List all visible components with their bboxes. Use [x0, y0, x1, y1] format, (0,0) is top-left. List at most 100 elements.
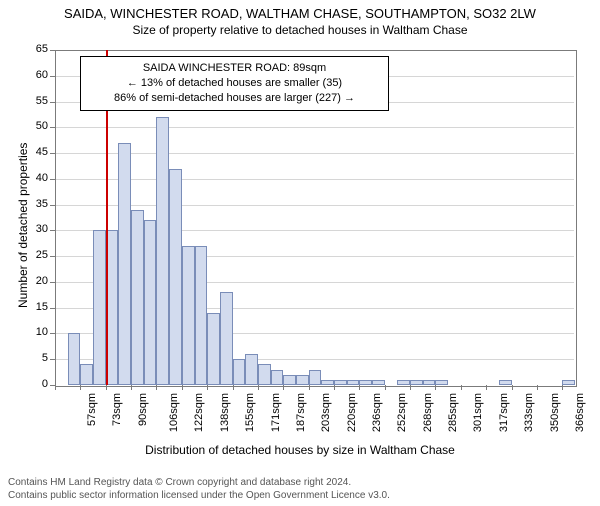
histogram-bar [334, 380, 347, 385]
histogram-bar [372, 380, 385, 385]
y-tick-label: 5 [20, 352, 48, 364]
x-tick-mark [182, 385, 183, 390]
y-tick-mark [50, 179, 55, 180]
x-tick-mark [207, 385, 208, 390]
y-tick-mark [50, 230, 55, 231]
x-tick-label: 220sqm [346, 393, 358, 432]
footer: Contains HM Land Registry data © Crown c… [8, 477, 592, 502]
histogram-bar [435, 380, 448, 385]
annotation-line: ← 13% of detached houses are smaller (35… [87, 76, 382, 91]
y-tick-label: 10 [20, 326, 48, 338]
x-tick-mark [512, 385, 513, 390]
y-tick-mark [50, 282, 55, 283]
y-tick-mark [50, 127, 55, 128]
annotation-line: SAIDA WINCHESTER ROAD: 89sqm [87, 61, 382, 76]
y-tick-label: 0 [20, 378, 48, 390]
x-tick-label: 57sqm [86, 393, 98, 426]
x-tick-mark [359, 385, 360, 390]
x-tick-mark [309, 385, 310, 390]
x-tick-mark [461, 385, 462, 390]
x-tick-label: 187sqm [295, 393, 307, 432]
histogram-bar [499, 380, 512, 385]
histogram-bar [195, 246, 208, 385]
title-line-2: Size of property relative to detached ho… [0, 23, 600, 37]
histogram-bar [220, 292, 233, 385]
histogram-bar [93, 230, 106, 385]
x-tick-mark [385, 385, 386, 390]
x-tick-label: 106sqm [168, 393, 180, 432]
histogram-bar [283, 375, 296, 385]
y-tick-mark [50, 76, 55, 77]
y-tick-mark [50, 256, 55, 257]
x-tick-label: 138sqm [219, 393, 231, 432]
x-tick-mark [156, 385, 157, 390]
histogram-bar [423, 380, 436, 385]
histogram-bar [245, 354, 258, 385]
x-tick-label: 203sqm [320, 393, 332, 432]
histogram-bar [169, 169, 182, 385]
histogram-bar [562, 380, 575, 385]
histogram-bar [68, 333, 81, 385]
gridline [56, 153, 574, 154]
title-line-1: SAIDA, WINCHESTER ROAD, WALTHAM CHASE, S… [0, 6, 600, 21]
histogram-bar [321, 380, 334, 385]
histogram-bar [347, 380, 360, 385]
x-tick-label: 268sqm [422, 393, 434, 432]
histogram-bar [182, 246, 195, 385]
x-tick-label: 333sqm [523, 393, 535, 432]
histogram-bar [296, 375, 309, 385]
y-tick-label: 50 [20, 120, 48, 132]
x-tick-label: 252sqm [397, 393, 409, 432]
histogram-bar [258, 364, 271, 385]
x-tick-mark [486, 385, 487, 390]
y-tick-mark [50, 205, 55, 206]
y-tick-label: 60 [20, 69, 48, 81]
gridline [56, 127, 574, 128]
y-tick-label: 65 [20, 43, 48, 55]
x-tick-label: 317sqm [498, 393, 510, 432]
x-tick-mark [562, 385, 563, 390]
x-tick-mark [283, 385, 284, 390]
x-tick-label: 122sqm [194, 393, 206, 432]
histogram-bar [233, 359, 246, 385]
x-tick-mark [131, 385, 132, 390]
x-tick-mark [106, 385, 107, 390]
x-tick-label: 366sqm [574, 393, 586, 432]
y-tick-label: 55 [20, 95, 48, 107]
y-tick-mark [50, 359, 55, 360]
histogram-bar [271, 370, 284, 385]
annotation-line: 86% of semi-detached houses are larger (… [87, 91, 382, 106]
histogram-bar [309, 370, 322, 385]
x-tick-mark [55, 385, 56, 390]
x-tick-label: 155sqm [244, 393, 256, 432]
histogram-bar [359, 380, 372, 385]
x-tick-mark [537, 385, 538, 390]
x-tick-label: 90sqm [137, 393, 149, 426]
histogram-bar [410, 380, 423, 385]
y-axis-label: Number of detached properties [16, 142, 30, 307]
x-tick-label: 285sqm [447, 393, 459, 432]
histogram-bar [131, 210, 144, 385]
x-tick-mark [410, 385, 411, 390]
histogram-bar [207, 313, 220, 385]
y-tick-mark [50, 308, 55, 309]
x-tick-label: 73sqm [111, 393, 123, 426]
gridline [56, 179, 574, 180]
x-axis-label: Distribution of detached houses by size … [0, 443, 600, 457]
x-tick-mark [435, 385, 436, 390]
histogram-bar [118, 143, 131, 385]
x-tick-label: 236sqm [371, 393, 383, 432]
histogram-bar [144, 220, 157, 385]
annotation-box: SAIDA WINCHESTER ROAD: 89sqm← 13% of det… [80, 56, 389, 111]
x-tick-mark [233, 385, 234, 390]
gridline [56, 205, 574, 206]
y-tick-mark [50, 333, 55, 334]
y-tick-mark [50, 102, 55, 103]
histogram-bar [156, 117, 169, 385]
x-tick-label: 350sqm [549, 393, 561, 432]
x-tick-label: 301sqm [473, 393, 485, 432]
footer-line-2: Contains public sector information licen… [8, 490, 592, 503]
x-tick-mark [334, 385, 335, 390]
histogram-bar [80, 364, 93, 385]
y-tick-mark [50, 153, 55, 154]
